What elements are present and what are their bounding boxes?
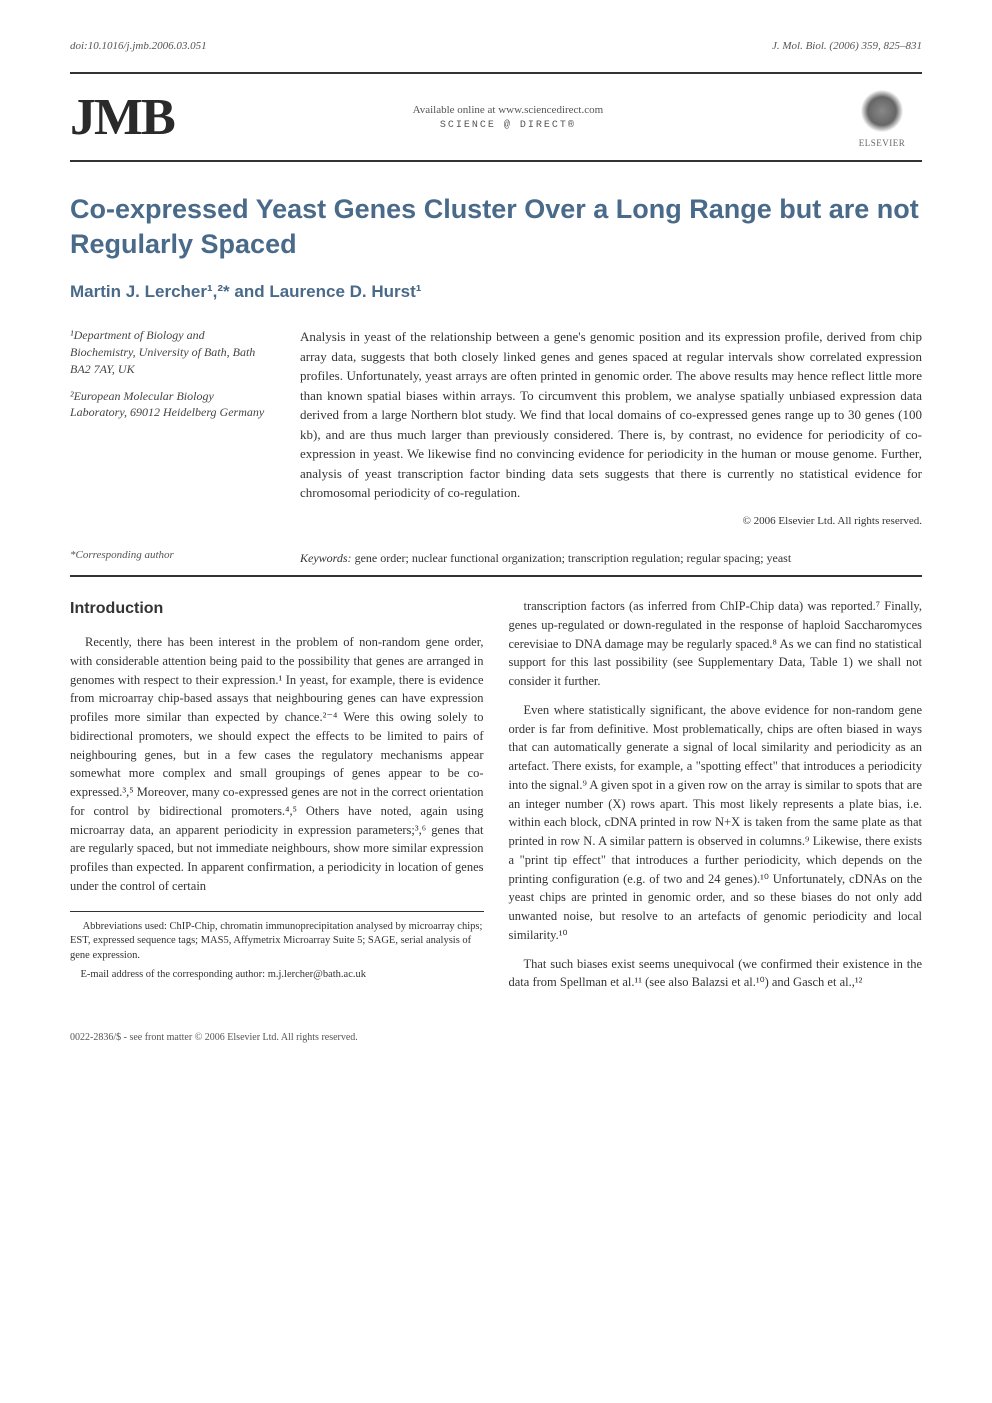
footer-copyright: 0022-2836/$ - see front matter © 2006 El… (70, 1032, 922, 1043)
corresponding-author: *Corresponding author (70, 549, 270, 567)
body-columns: Introduction Recently, there has been in… (70, 597, 922, 1002)
column-left: Introduction Recently, there has been in… (70, 597, 484, 1002)
sd-brand-text: SCIENCE @ DIRECT® (174, 120, 842, 131)
col2-p2: Even where statistically significant, th… (509, 701, 923, 945)
col2-p1: transcription factors (as inferred from … (509, 597, 923, 691)
intro-heading: Introduction (70, 597, 484, 621)
meta-row: ¹Department of Biology and Biochemistry,… (70, 327, 922, 529)
footnotes: Abbreviations used: ChIP-Chip, chromatin… (70, 911, 484, 983)
affiliations: ¹Department of Biology and Biochemistry,… (70, 327, 270, 529)
email-footnote: E-mail address of the corresponding auth… (70, 968, 484, 983)
article-title: Co-expressed Yeast Genes Cluster Over a … (70, 192, 922, 262)
elsevier-tree-icon (857, 86, 907, 136)
keywords-label: Keywords: (300, 551, 352, 565)
authors-line: Martin J. Lercher¹,²* and Laurence D. Hu… (70, 282, 922, 302)
keywords-text: gene order; nuclear functional organizat… (355, 551, 792, 565)
abstract-text: Analysis in yeast of the relationship be… (300, 327, 922, 503)
top-bar: doi:10.1016/j.jmb.2006.03.051 J. Mol. Bi… (70, 40, 922, 52)
doi: doi:10.1016/j.jmb.2006.03.051 (70, 40, 207, 52)
keywords-block: Keywords: gene order; nuclear functional… (300, 549, 922, 567)
jmb-logo: JMB (70, 88, 174, 147)
journal-header: JMB Available online at www.sciencedirec… (70, 72, 922, 162)
affiliation-1: ¹Department of Biology and Biochemistry,… (70, 327, 270, 377)
elsevier-label: ELSEVIER (842, 138, 922, 148)
citation: J. Mol. Biol. (2006) 359, 825–831 (772, 40, 922, 52)
elsevier-logo-box: ELSEVIER (842, 86, 922, 148)
abbreviations-footnote: Abbreviations used: ChIP-Chip, chromatin… (70, 920, 484, 964)
sciencedirect-block: Available online at www.sciencedirect.co… (174, 104, 842, 131)
abstract-block: Analysis in yeast of the relationship be… (300, 327, 922, 529)
column-right: transcription factors (as inferred from … (509, 597, 923, 1002)
col2-p3: That such biases exist seems unequivocal… (509, 955, 923, 993)
col1-p1: Recently, there has been interest in the… (70, 633, 484, 896)
keywords-row: *Corresponding author Keywords: gene ord… (70, 549, 922, 577)
affiliation-2: ²European Molecular Biology Laboratory, … (70, 388, 270, 422)
sd-available-text: Available online at www.sciencedirect.co… (174, 104, 842, 116)
copyright-line: © 2006 Elsevier Ltd. All rights reserved… (300, 513, 922, 530)
